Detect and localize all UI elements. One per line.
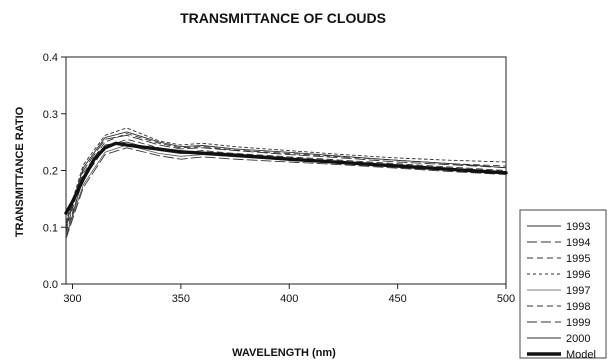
legend-label: 1999 [566, 317, 590, 329]
x-tick-label: 450 [388, 293, 406, 305]
legend-label: Model [566, 349, 596, 360]
legend-label: 1994 [566, 237, 590, 249]
legend-box [519, 209, 607, 359]
series-line-1993 [65, 141, 507, 240]
x-tick-label: 350 [172, 293, 190, 305]
y-tick-label: 0.0 [43, 279, 58, 291]
plot-area: 300 350 400 450 500 0.0 0.1 0.2 0.3 0.4 [43, 52, 515, 305]
ticks-layer: 300 350 400 450 500 0.0 0.1 0.2 0.3 0.4 [43, 52, 515, 305]
legend-label: 1996 [566, 269, 590, 281]
plot-frame [65, 56, 507, 285]
legend-label: 1995 [566, 253, 590, 265]
legend-label: 1998 [566, 301, 590, 313]
x-tick-label: 400 [280, 293, 298, 305]
y-tick-label: 0.4 [43, 52, 58, 64]
series-line-1996 [65, 127, 507, 223]
y-axis-title: TRANSMITTANCE RATIO [14, 106, 26, 237]
y-tick-label: 0.2 [43, 166, 58, 178]
legend-items: 1993 1994 1995 1996 1997 1998 1999 2000 Model [527, 221, 596, 360]
legend-label: 1993 [566, 221, 590, 233]
series-line-2000 [65, 131, 507, 225]
series-line-model [64, 141, 508, 215]
x-tick-label: 500 [497, 293, 515, 305]
x-axis-title: WAVELENGTH (nm) [232, 347, 336, 359]
legend: 1993 1994 1995 1996 1997 1998 1999 2000 Model [519, 209, 607, 360]
y-tick-label: 0.1 [43, 222, 58, 234]
y-tick-label: 0.3 [43, 109, 58, 121]
legend-label: 2000 [566, 333, 590, 345]
series-line-1998 [65, 133, 507, 231]
x-tick-label: 300 [63, 293, 81, 305]
chart-title: TRANSMITTANCE OF CLOUDS [180, 10, 386, 26]
legend-label: 1997 [566, 285, 590, 297]
series-layer [64, 127, 508, 240]
series-line-1994 [65, 134, 507, 228]
series-line-1999 [65, 147, 507, 240]
